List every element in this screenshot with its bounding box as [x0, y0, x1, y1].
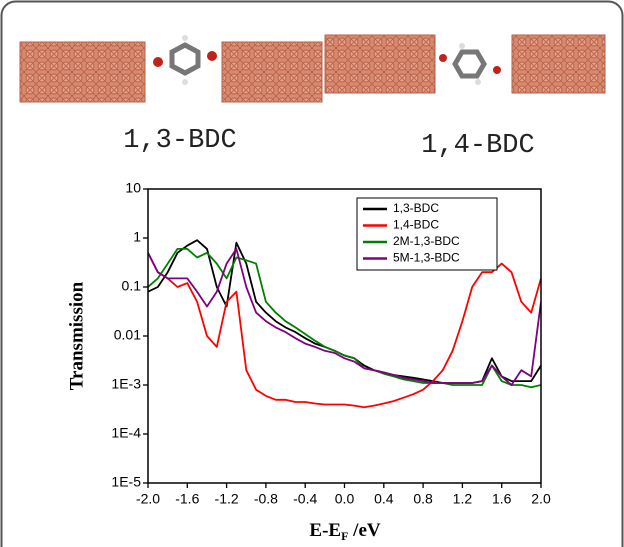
x-label-unit: /eV: [348, 520, 380, 541]
y-tick-label: 1E-5: [111, 474, 141, 490]
x-tick-label: -1.2: [215, 491, 239, 507]
x-axis-label: E-EF /eV: [309, 520, 380, 542]
structure-1-3: [19, 35, 323, 103]
legend-label: 1,3-BDC: [393, 201, 439, 215]
panel-label: 1,4-BDC: [421, 131, 534, 161]
x-tick-label: -2.0: [136, 491, 160, 507]
y-tick-label: 1: [133, 229, 141, 245]
legend-label: 5M-1,3-BDC: [393, 251, 460, 265]
x-label-main: E-E: [309, 520, 341, 541]
x-label-sub: F: [341, 529, 348, 543]
x-tick-label: 0.0: [335, 491, 355, 507]
series-line: [148, 248, 541, 389]
legend-label: 2M-1,3-BDC: [393, 234, 460, 248]
series-line: [148, 252, 541, 409]
plot-frame: [147, 188, 542, 484]
legend-label: 1,4-BDC: [393, 218, 439, 232]
y-axis-label: Transmission: [66, 281, 87, 390]
series-line: [148, 248, 541, 386]
structure-1-4: [324, 34, 606, 94]
y-tick-label: 1E-3: [111, 376, 141, 392]
x-tick-label: 1.6: [492, 491, 512, 507]
x-tick-label: 2.0: [531, 491, 551, 507]
y-tick-label: 0.01: [114, 327, 141, 343]
x-tick-label: 0.8: [413, 491, 433, 507]
y-tick-label: 10: [125, 180, 141, 196]
x-tick-label: -0.8: [254, 491, 278, 507]
panel-label: 1,3-BDC: [123, 126, 236, 156]
x-tick-label: 0.4: [374, 491, 394, 507]
y-tick-label: 1E-4: [111, 425, 141, 441]
y-tick-label: 0.1: [122, 278, 142, 294]
x-tick-label: 1.2: [453, 491, 473, 507]
x-tick-label: -1.6: [175, 491, 199, 507]
x-tick-label: -0.4: [293, 491, 317, 507]
